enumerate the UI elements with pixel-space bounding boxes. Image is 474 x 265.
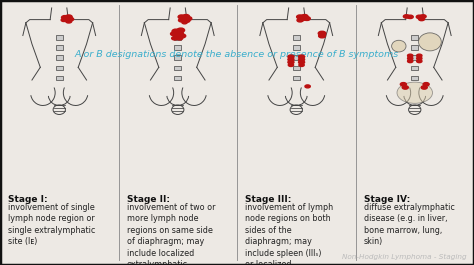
Text: Non-Hodgkin Lymphoma - Staging: Non-Hodgkin Lymphoma - Staging	[342, 254, 467, 260]
Circle shape	[305, 85, 310, 88]
Circle shape	[288, 64, 293, 67]
Circle shape	[408, 57, 413, 60]
Bar	[56, 55, 63, 60]
Text: involvement of two or
more lymph node
regions on same side
of diaphragm; may
inc: involvement of two or more lymph node re…	[127, 203, 215, 265]
Circle shape	[421, 86, 427, 89]
Circle shape	[402, 86, 408, 89]
Text: involvement of lymph
node regions on both
sides of the
diaphragm; may
include sp: involvement of lymph node regions on bot…	[245, 203, 333, 265]
Bar	[411, 35, 418, 40]
Circle shape	[420, 15, 426, 18]
Bar	[293, 65, 300, 70]
Circle shape	[423, 83, 429, 86]
Circle shape	[68, 17, 73, 21]
Circle shape	[299, 55, 305, 58]
Bar	[411, 45, 418, 50]
Circle shape	[62, 16, 68, 19]
Ellipse shape	[419, 33, 441, 51]
Circle shape	[416, 15, 422, 19]
Circle shape	[417, 54, 422, 57]
Circle shape	[299, 60, 305, 64]
Circle shape	[173, 34, 181, 38]
Bar	[411, 76, 418, 80]
Circle shape	[181, 17, 187, 21]
Circle shape	[318, 31, 326, 36]
Circle shape	[172, 29, 180, 33]
Bar	[293, 76, 300, 80]
Bar	[411, 65, 418, 70]
Circle shape	[417, 57, 422, 60]
Circle shape	[184, 19, 190, 22]
Circle shape	[301, 15, 308, 18]
Circle shape	[407, 15, 413, 19]
Bar	[174, 45, 181, 50]
Circle shape	[319, 34, 326, 38]
Bar	[293, 45, 300, 50]
Circle shape	[297, 15, 303, 19]
Circle shape	[177, 28, 184, 32]
Bar	[411, 55, 418, 60]
Circle shape	[408, 60, 413, 63]
Bar	[56, 76, 63, 80]
Circle shape	[408, 54, 413, 57]
Text: diffuse extralymphatic
disease (e.g. in liver,
bone marrow, lung,
skin): diffuse extralymphatic disease (e.g. in …	[364, 203, 455, 246]
Circle shape	[288, 60, 294, 64]
Circle shape	[299, 17, 305, 21]
Circle shape	[288, 58, 294, 61]
Ellipse shape	[397, 82, 432, 103]
Bar	[174, 65, 181, 70]
Circle shape	[297, 19, 303, 22]
Text: Stage II:: Stage II:	[127, 195, 170, 204]
Circle shape	[179, 34, 186, 38]
Circle shape	[177, 37, 182, 40]
Circle shape	[403, 15, 410, 18]
Circle shape	[61, 19, 66, 21]
Circle shape	[171, 32, 177, 36]
Circle shape	[178, 15, 185, 19]
Circle shape	[303, 17, 310, 20]
Circle shape	[185, 17, 192, 20]
Circle shape	[299, 58, 305, 61]
Circle shape	[66, 20, 72, 23]
Circle shape	[179, 19, 184, 22]
Text: involvement of single
lymph node region or
single extralymphatic
site (Iᴇ): involvement of single lymph node region …	[8, 203, 95, 246]
Bar	[174, 76, 181, 80]
Text: Stage I:: Stage I:	[8, 195, 48, 204]
Bar	[56, 45, 63, 50]
Circle shape	[419, 17, 425, 21]
Circle shape	[401, 83, 406, 86]
Circle shape	[417, 60, 422, 63]
Bar	[293, 55, 300, 60]
Text: Stage III:: Stage III:	[245, 195, 292, 204]
Circle shape	[288, 55, 294, 58]
Circle shape	[65, 15, 72, 19]
Bar	[174, 55, 181, 60]
Circle shape	[64, 18, 70, 21]
Bar	[293, 35, 300, 40]
Bar	[56, 35, 63, 40]
Bar	[56, 65, 63, 70]
Ellipse shape	[392, 40, 406, 52]
Circle shape	[176, 31, 183, 36]
Bar	[174, 35, 181, 40]
Text: Stage IV:: Stage IV:	[364, 195, 410, 204]
Circle shape	[299, 64, 304, 67]
Text: A or B designations denote the absence or presence of B symptoms: A or B designations denote the absence o…	[75, 50, 399, 59]
Circle shape	[182, 21, 187, 24]
Circle shape	[172, 37, 178, 40]
Circle shape	[182, 15, 190, 18]
